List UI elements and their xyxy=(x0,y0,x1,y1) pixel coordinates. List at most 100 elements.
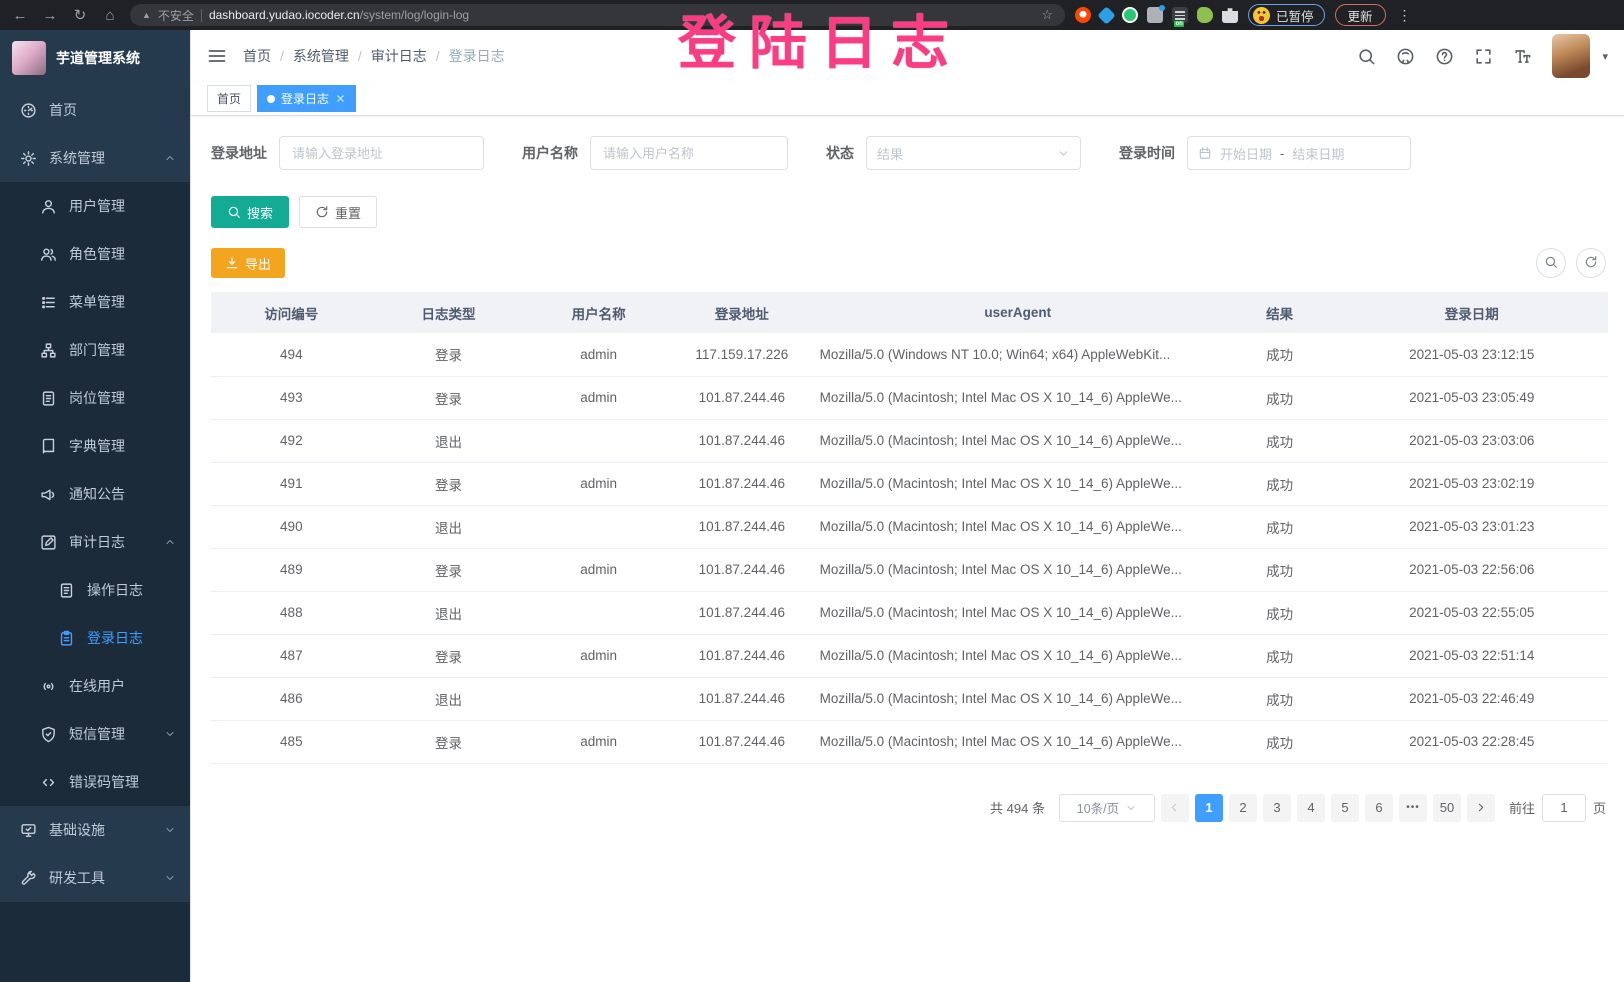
extensions-puzzle-icon[interactable] xyxy=(1222,8,1238,23)
profile-chip[interactable]: 已暂停 xyxy=(1248,4,1325,26)
page-button-1[interactable]: 1 xyxy=(1194,793,1223,822)
page-button-4[interactable]: 4 xyxy=(1296,793,1325,822)
table-cell: 成功 xyxy=(1223,419,1336,463)
sidebar-item-online-users[interactable]: 在线用户 xyxy=(0,662,190,710)
sidebar-item-notice[interactable]: 通知公告 xyxy=(0,470,190,518)
address-bar[interactable]: ▲ 不安全 dashboard.yudao.iocoder.cn/system/… xyxy=(130,4,1065,26)
table-row: 489 登录 admin 101.87.244.46 Mozilla/5.0 (Maci… xyxy=(211,548,1608,592)
update-button[interactable]: 更新 xyxy=(1334,4,1386,26)
table-cell: admin xyxy=(525,376,672,420)
table-cell: 2021-05-03 22:51:14 xyxy=(1335,634,1608,678)
date-range-picker[interactable]: 开始日期 - 结束日期 xyxy=(1187,136,1411,170)
user-icon xyxy=(40,198,57,215)
browser-reload-icon[interactable]: ↻ xyxy=(73,7,87,24)
page-button-6[interactable]: 6 xyxy=(1364,793,1393,822)
table-cell: 成功 xyxy=(1223,333,1336,377)
page-button-2[interactable]: 2 xyxy=(1228,793,1257,822)
chevron-down-icon xyxy=(164,728,176,740)
sidebar-item-audit-log[interactable]: 审计日志 xyxy=(0,518,190,566)
table-cell: admin xyxy=(525,634,672,678)
sidebar-item-errcode-mgmt[interactable]: 错误码管理 xyxy=(0,758,190,806)
search-icon xyxy=(1544,255,1558,272)
tab-active[interactable]: 登录日志 xyxy=(257,85,357,112)
fullscreen-icon[interactable] xyxy=(1474,47,1493,66)
sidebar-item-operate-log[interactable]: 操作日志 xyxy=(0,566,190,614)
username-input[interactable] xyxy=(590,136,788,170)
font-size-icon[interactable] xyxy=(1513,47,1532,66)
update-button-label: 更新 xyxy=(1347,9,1373,24)
page-button-5[interactable]: 5 xyxy=(1330,793,1359,822)
table-cell: Mozilla/5.0 (Macintosh; Intel Mac OS X 1… xyxy=(811,548,1224,592)
browser-forward-icon[interactable]: → xyxy=(42,6,58,24)
sidebar-item-login-log[interactable]: 登录日志 xyxy=(0,614,190,662)
sidebar-item-sms-mgmt[interactable]: 短信管理 xyxy=(0,710,190,758)
sidebar-item-role-mgmt[interactable]: 角色管理 xyxy=(0,230,190,278)
sidebar-item-menu-mgmt[interactable]: 菜单管理 xyxy=(0,278,190,326)
next-page-button[interactable] xyxy=(1466,793,1495,822)
extension-icon[interactable] xyxy=(1122,7,1138,23)
tab-item[interactable]: 首页 xyxy=(207,85,252,112)
reset-button[interactable]: 重置 xyxy=(299,196,378,228)
sidebar-item-home[interactable]: 首页 xyxy=(0,86,190,134)
page-button-3[interactable]: 3 xyxy=(1262,793,1291,822)
page-button-50[interactable]: 50 xyxy=(1432,793,1461,822)
jump-prefix: 前往 xyxy=(1508,801,1535,816)
sidebar-item-dept-mgmt[interactable]: 部门管理 xyxy=(0,326,190,374)
table-cell: 登录 xyxy=(371,634,526,678)
table-cell: Mozilla/5.0 (Macintosh; Intel Mac OS X 1… xyxy=(811,591,1224,635)
sidebar-item-infra[interactable]: 基础设施 xyxy=(0,806,190,854)
jump-page-input[interactable] xyxy=(1541,793,1586,822)
refresh-table-button[interactable] xyxy=(1576,248,1606,278)
sidebar-item-user-mgmt[interactable]: 用户管理 xyxy=(0,182,190,230)
sidebar-item-post-mgmt[interactable]: 岗位管理 xyxy=(0,374,190,422)
sidebar-logo[interactable]: 芋道管理系统 xyxy=(0,30,190,86)
extension-icon[interactable] xyxy=(1197,7,1213,23)
status-select[interactable]: 结果 xyxy=(866,136,1081,170)
sidebar-item-dev-tools[interactable]: 研发工具 xyxy=(0,854,190,902)
sidebar-item-dict-mgmt[interactable]: 字典管理 xyxy=(0,422,190,470)
bookmark-star-icon[interactable]: ☆ xyxy=(1041,7,1053,22)
column-header: 登录地址 xyxy=(671,292,812,333)
extension-icon[interactable] xyxy=(1147,5,1165,23)
breadcrumb-item[interactable]: 审计日志 xyxy=(370,48,427,64)
search-button[interactable]: 搜索 xyxy=(211,196,290,228)
refresh-icon xyxy=(315,205,329,219)
prev-page-button[interactable] xyxy=(1160,793,1189,822)
search-button-label: 搜索 xyxy=(247,205,274,221)
browser-home-icon[interactable]: ⌂ xyxy=(105,6,115,24)
sidebar-item-label: 审计日志 xyxy=(69,534,125,550)
table-row: 490 退出 101.87.244.46 Mozilla/5.0 (Macintosh… xyxy=(211,505,1608,549)
github-icon[interactable] xyxy=(1396,47,1415,66)
extension-icon[interactable] xyxy=(1075,7,1091,23)
column-header: 结果 xyxy=(1223,292,1336,333)
breadcrumb-item[interactable]: 首页 xyxy=(243,48,271,64)
status-select-placeholder: 结果 xyxy=(877,146,904,162)
table-cell: 488 xyxy=(211,591,372,635)
avatar-caret-down-icon[interactable]: ▾ xyxy=(1602,50,1608,63)
search-icon[interactable] xyxy=(1357,47,1376,66)
page-jump: 前往 页 xyxy=(1508,793,1606,822)
extension-icon[interactable] xyxy=(1097,5,1116,25)
breadcrumb-item[interactable]: 系统管理 xyxy=(292,48,349,64)
browser-chrome: ← → ↻ ⌂ ▲ 不安全 dashboard.yudao.iocoder.cn… xyxy=(0,0,1624,30)
toggle-search-button[interactable] xyxy=(1536,248,1566,278)
table-row: 488 退出 101.87.244.46 Mozilla/5.0 (Macintosh… xyxy=(211,591,1608,635)
close-icon[interactable] xyxy=(335,93,346,104)
extension-icon[interactable]: on xyxy=(1172,7,1188,27)
sidebar-item-system-mgmt[interactable]: 系统管理 xyxy=(0,134,190,182)
table-toolbar: 导出 xyxy=(211,248,1608,278)
table-cell xyxy=(525,419,672,463)
top-navbar: 首页 / 系统管理 / 审计日志 / 登录日志 ▾ xyxy=(191,30,1624,82)
user-avatar[interactable] xyxy=(1552,34,1591,78)
more-pages-button[interactable]: ••• xyxy=(1398,793,1427,822)
browser-menu-icon[interactable]: ⋮ xyxy=(1397,6,1412,23)
page-size-select[interactable]: 10条/页 xyxy=(1058,793,1155,822)
export-button[interactable]: 导出 xyxy=(211,248,286,278)
browser-back-icon[interactable]: ← xyxy=(12,6,28,24)
breadcrumb-separator: / xyxy=(280,48,284,64)
login-address-input[interactable] xyxy=(279,136,484,170)
navbar-actions: ▾ xyxy=(1357,34,1608,78)
hamburger-icon[interactable] xyxy=(207,46,227,66)
help-icon[interactable] xyxy=(1435,47,1454,66)
